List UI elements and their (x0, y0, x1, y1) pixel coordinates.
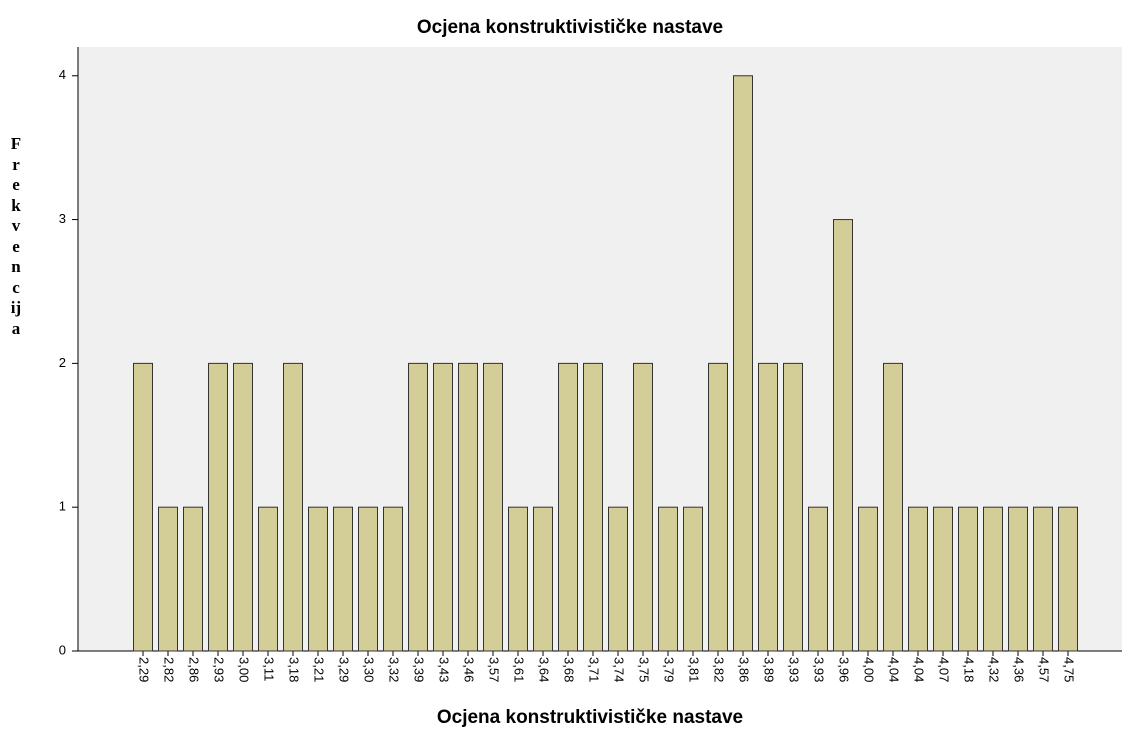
x-tick-label: 3,46 (462, 657, 477, 682)
x-tick-label: 3,57 (487, 657, 502, 682)
bar (658, 506, 678, 652)
x-tick-label: 3,68 (562, 657, 577, 682)
x-tick-label: 3,64 (537, 657, 552, 682)
x-tick-label: 2,86 (187, 657, 202, 682)
x-tick-label: 3,93 (812, 657, 827, 682)
x-tick-label: 3,86 (737, 657, 752, 682)
bar (758, 362, 778, 652)
x-tick-label: 3,11 (262, 657, 277, 681)
y-tick-label: 4 (59, 67, 66, 82)
x-tick-label: 3,81 (687, 657, 702, 682)
x-tick-label: 3,89 (762, 657, 777, 682)
x-tick-label: 3,43 (437, 657, 452, 682)
bar (133, 362, 153, 652)
x-tick-label: 3,74 (612, 657, 627, 682)
bar (733, 75, 753, 652)
x-axis-title: Ocjena konstruktivističke nastave (437, 707, 743, 728)
bar (558, 362, 578, 652)
bar (808, 506, 828, 652)
bar (583, 362, 603, 652)
x-tick-label: 3,29 (337, 657, 352, 682)
bar (833, 219, 853, 652)
bar (1058, 506, 1078, 652)
x-tick-label: 4,07 (937, 657, 952, 682)
bar (1008, 506, 1028, 652)
bar (533, 506, 553, 652)
x-tick-label: 2,29 (137, 657, 152, 682)
x-tick-label: 3,93 (787, 657, 802, 682)
bar (958, 506, 978, 652)
bar (408, 362, 428, 652)
bar (633, 362, 653, 652)
x-tick-label: 4,00 (862, 657, 877, 682)
x-tick-label: 4,75 (1062, 657, 1077, 682)
bar (708, 362, 728, 652)
bar (333, 506, 353, 652)
x-tick-label: 3,96 (837, 657, 852, 682)
x-tick-label: 4,32 (987, 657, 1002, 682)
x-tick-label: 2,82 (162, 657, 177, 682)
bar (183, 506, 203, 652)
bar (233, 362, 253, 652)
chart-title: Ocjena konstruktivističke nastave (417, 17, 723, 38)
y-tick-label: 0 (59, 642, 66, 657)
x-tick-label: 3,32 (387, 657, 402, 682)
x-tick-label: 2,93 (212, 657, 227, 682)
bar (783, 362, 803, 652)
x-tick-label: 3,82 (712, 657, 727, 682)
bar (383, 506, 403, 652)
bar (1033, 506, 1053, 652)
bar (208, 362, 228, 652)
bar (433, 362, 453, 652)
x-tick-label: 3,21 (312, 657, 327, 682)
x-tick-label: 3,39 (412, 657, 427, 682)
x-tick-label: 4,36 (1012, 657, 1027, 682)
bar (508, 506, 528, 652)
bar (483, 362, 503, 652)
x-tick-label: 4,18 (962, 657, 977, 682)
bar (158, 506, 178, 652)
x-tick-label: 3,61 (512, 657, 527, 682)
x-tick-label: 3,00 (237, 657, 252, 682)
x-tick-label: 3,71 (587, 657, 602, 682)
y-axis-title: Frekvencija (10, 134, 22, 338)
bar (933, 506, 953, 652)
y-tick-label: 3 (59, 211, 66, 226)
x-tick-label: 3,79 (662, 657, 677, 682)
x-tick-label: 3,18 (287, 657, 302, 682)
x-tick-label: 4,57 (1037, 657, 1052, 682)
x-tick-label: 4,04 (887, 657, 902, 682)
x-tick-label: 4,04 (912, 657, 927, 682)
bar (858, 506, 878, 652)
y-tick-label: 1 (59, 499, 66, 514)
bar (908, 506, 928, 652)
bar (283, 362, 303, 652)
bar (683, 506, 703, 652)
y-tick-label: 2 (59, 355, 66, 370)
bar (983, 506, 1003, 652)
bar (458, 362, 478, 652)
x-tick-label: 3,30 (362, 657, 377, 682)
bar (883, 362, 903, 652)
bar (358, 506, 378, 652)
x-tick-label: 3,75 (637, 657, 652, 682)
bar (608, 506, 628, 652)
bar (308, 506, 328, 652)
bar (258, 506, 278, 652)
